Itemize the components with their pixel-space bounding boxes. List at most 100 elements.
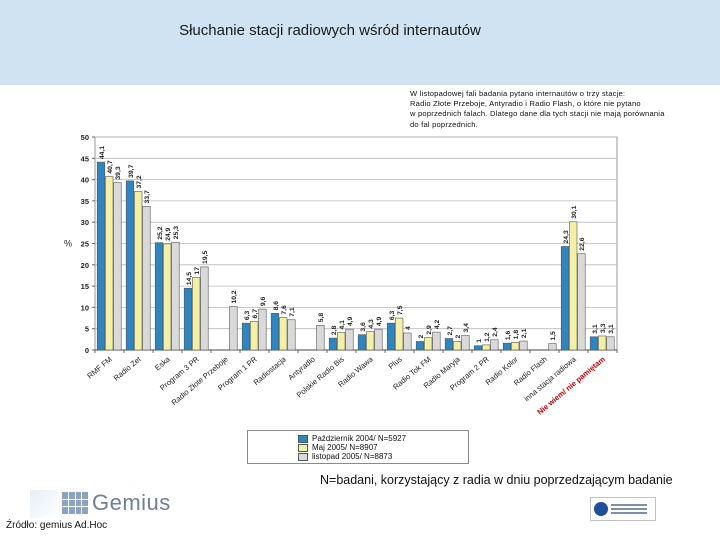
source-note: Źródło: gemius Ad.Hoc [6,520,108,531]
chart-note-line: do fal poprzednich. [410,119,478,129]
bar [270,313,280,351]
bar [316,324,325,351]
bar [113,182,122,351]
y-tick-label: 30 [81,218,89,227]
data-label: 30,1 [571,205,578,218]
data-label: 2,1 [521,328,528,338]
data-label: 5,8 [318,313,325,323]
legend-entry-1: Maj 2005/ N=8907 [298,443,378,452]
bar [345,328,354,351]
bar [386,322,396,351]
bar [258,308,267,351]
bar [415,341,425,351]
data-label: 2,7 [447,326,454,336]
category-label: Plus [387,355,404,372]
bar [444,338,454,351]
legend-entry-0: Październik 2004/ N=5927 [298,434,406,443]
partner-logo [590,497,656,521]
data-label: 40,7 [107,160,114,173]
bar [519,340,528,351]
data-label: 8,6 [273,301,280,311]
bar [432,331,441,351]
data-label: 22,6 [579,237,586,250]
category-label: Eska [153,354,172,372]
bar [328,337,338,351]
bar [154,242,164,351]
bar [511,342,520,351]
data-label: 2 [455,334,462,338]
partner-logo-mark [594,502,608,516]
data-label: 24,3 [563,230,570,243]
bar [598,335,607,351]
data-label: 9,6 [260,296,267,306]
bar [287,319,296,351]
bar [279,317,288,351]
sample-footnote: N=badani, korzystający z radia w dniu po… [320,473,673,487]
bar [473,345,483,351]
data-label: 3,1 [608,324,615,334]
data-label: 39,7 [128,164,135,177]
y-tick-label: 20 [81,261,89,270]
legend-swatch-1 [298,443,308,452]
chart-note-line: Radio Złote Przeboje, Antyradio i Radio … [410,99,641,109]
data-label: 6,3 [244,310,251,320]
data-label: 24,9 [165,227,172,240]
bar [250,321,259,351]
bar [453,341,462,351]
data-label: 3,1 [592,324,599,334]
data-label: 1,2 [484,332,491,342]
y-tick-label: 0 [85,346,89,355]
bar [200,266,209,351]
category-label: Radiostacja [252,354,289,387]
legend-label-2: listopad 2005/ N=8873 [312,452,393,461]
category-label: RMF FM [85,355,113,381]
legend-label-0: Październik 2004/ N=5927 [312,434,407,443]
data-label: 4 [405,326,412,330]
bar [183,287,193,351]
y-tick-label: 50 [81,133,89,142]
y-tick-label: 40 [81,176,89,185]
bar [395,317,404,351]
bar [606,336,615,351]
chart-note-line: w poprzednich falach. Dlatego dane dla t… [410,109,665,119]
header-band [0,0,720,85]
data-label: 6,7 [252,309,259,319]
bar [134,191,143,351]
bar [548,343,557,351]
bar [96,161,106,351]
y-tick-label: 25 [81,240,89,249]
bar [589,336,599,351]
bar [374,328,383,351]
y-tick-label: 10 [81,303,89,312]
bar [502,342,512,351]
category-label: Radio Zet [112,354,144,383]
data-label: 37,2 [136,175,143,188]
bar [403,332,412,351]
data-label: 2 [418,334,425,338]
data-label: 7,1 [289,307,296,317]
data-label: 7,5 [397,305,404,315]
data-label: 4,3 [368,319,375,329]
data-label: 17 [194,267,201,275]
data-label: 1,8 [513,330,520,340]
data-label: 25,3 [173,226,180,239]
bar [569,221,578,351]
data-label: 33,7 [144,190,151,203]
data-label: 4,9 [376,316,383,326]
y-tick-label: 15 [81,282,89,291]
data-label: 3,6 [360,322,367,332]
data-label: 1 [476,339,483,343]
gemius-logo-text: Gemius [92,490,171,515]
data-label: 2,4 [492,327,499,337]
chart-legend: Październik 2004/ N=5927 Maj 2005/ N=890… [247,430,469,464]
chart-note: W listopadowej fali badania pytano inter… [410,89,710,130]
data-label: 44,1 [99,146,106,159]
data-label: 4,9 [347,316,354,326]
data-label: 25,2 [157,226,164,239]
legend-label-1: Maj 2005/ N=8907 [312,443,378,452]
bar [482,344,491,351]
footer-decoration [30,490,58,518]
data-label: 14,5 [186,272,193,285]
bar [229,306,238,351]
bar [142,206,151,351]
